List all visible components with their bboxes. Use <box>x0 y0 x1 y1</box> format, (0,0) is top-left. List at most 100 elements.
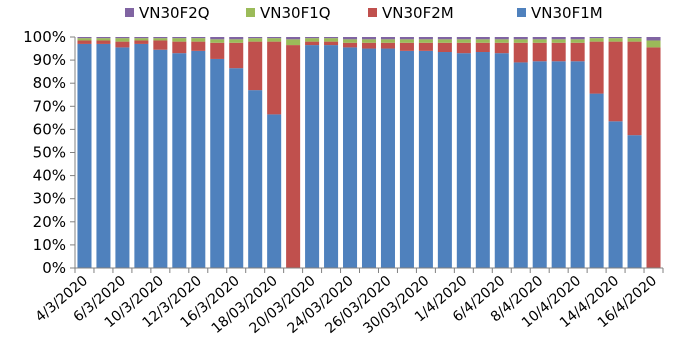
y-tick-label-60: 60% <box>33 120 66 138</box>
bar-vn30f2q-6-4-2020 <box>494 37 509 40</box>
bar-vn30f2m-6-4-2020 <box>494 42 509 54</box>
bar-stack-26-03-2020 <box>380 37 395 268</box>
legend-label-vn30f2q: VN30F2Q <box>139 4 210 22</box>
bar-vn30f2m-12-3-2020 <box>191 41 206 51</box>
bar-vn30f1m-1-4-2020 <box>456 53 471 268</box>
bar-vn30f1q-17-3-2020 <box>248 38 263 42</box>
bar-vn30f1q-27-03-2020 <box>399 39 414 43</box>
bar-vn30f2m-9-4-2020 <box>551 42 566 62</box>
bar-stack-18-03-2020 <box>267 37 282 268</box>
bar-vn30f1q-8-4-2020 <box>532 39 547 43</box>
bar-stack-17-3-2020 <box>248 37 263 268</box>
bar-vn30f1q-26-03-2020 <box>380 39 395 43</box>
bar-vn30f1m-27-03-2020 <box>399 50 414 268</box>
bar-stack-13-3-2020 <box>210 37 225 268</box>
bar-vn30f2m-23-03-2020 <box>324 41 339 46</box>
bar-vn30f2m-3-4-2020 <box>475 42 490 53</box>
bar-vn30f2q-19-03-2020 <box>286 37 301 40</box>
y-tick-label-50: 50% <box>33 144 66 162</box>
bar-vn30f2m-9-3-2020 <box>134 40 149 44</box>
bar-stack-31-03-2020 <box>437 37 452 268</box>
bar-vn30f2m-25-03-2020 <box>361 42 377 49</box>
bar-vn30f1m-14-4-2020 <box>608 121 623 268</box>
bar-vn30f2m-5-3-2020 <box>96 40 111 44</box>
bar-stack-7-4-2020 <box>513 37 528 268</box>
bar-vn30f2q-9-4-2020 <box>551 37 566 40</box>
bar-vn30f2q-27-03-2020 <box>399 37 414 40</box>
bar-vn30f2m-26-03-2020 <box>380 42 395 49</box>
bar-stack-16-3-2020 <box>229 37 244 268</box>
bar-vn30f1m-12-3-2020 <box>191 50 206 268</box>
bar-stack-20-03-2020 <box>305 37 320 269</box>
bar-vn30f1q-31-03-2020 <box>437 39 452 43</box>
bar-vn30f1q-30-03-2020 <box>418 39 433 43</box>
bar-vn30f1m-9-3-2020 <box>134 43 149 269</box>
bar-vn30f1q-16-3-2020 <box>229 39 244 43</box>
bar-vn30f2q-5-3-2020 <box>96 37 111 39</box>
bar-vn30f1q-16-4-2020 <box>646 40 661 48</box>
bar-vn30f2m-18-03-2020 <box>267 41 282 115</box>
legend-swatch-vn30f2q <box>125 8 134 17</box>
bar-vn30f1m-26-03-2020 <box>380 48 395 268</box>
bar-stack-14-4-2020 <box>608 37 623 268</box>
y-tick-label-0: 0% <box>42 259 66 277</box>
bar-vn30f2q-8-4-2020 <box>532 37 547 40</box>
bar-vn30f2q-16-4-2020 <box>646 37 661 41</box>
bar-stack-4-3-2020 <box>77 37 92 269</box>
bar-vn30f2q-13-3-2020 <box>210 37 225 40</box>
bar-vn30f1m-5-3-2020 <box>96 43 111 269</box>
bar-vn30f1q-5-3-2020 <box>96 38 111 41</box>
bar-vn30f2q-3-4-2020 <box>475 37 490 40</box>
bar-vn30f2m-4-3-2020 <box>77 40 92 44</box>
bar-vn30f1q-10-4-2020 <box>570 39 585 43</box>
bar-stack-6-3-2020 <box>115 37 130 268</box>
bar-vn30f2m-17-3-2020 <box>248 41 263 91</box>
bar-stack-5-3-2020 <box>96 37 111 269</box>
bar-vn30f2m-1-4-2020 <box>456 42 471 54</box>
bar-vn30f2q-26-03-2020 <box>380 37 395 40</box>
bar-vn30f2q-10-4-2020 <box>570 37 585 40</box>
bar-stack-3-4-2020 <box>475 37 490 268</box>
y-tick-label-30: 30% <box>33 190 66 208</box>
bar-vn30f1q-9-3-2020 <box>134 38 149 41</box>
bar-vn30f2m-30-03-2020 <box>418 42 433 51</box>
bar-vn30f1m-13-3-2020 <box>210 58 225 268</box>
bar-vn30f1m-30-03-2020 <box>418 50 433 268</box>
bar-vn30f1m-31-03-2020 <box>437 52 452 268</box>
bar-vn30f1m-9-4-2020 <box>551 61 566 268</box>
bar-vn30f1m-11-3-2020 <box>172 53 187 268</box>
legend-swatch-vn30f1q <box>246 8 255 17</box>
bar-vn30f1q-24-03-2020 <box>343 39 358 43</box>
bar-vn30f2m-6-3-2020 <box>115 41 130 48</box>
bar-vn30f2m-13-3-2020 <box>210 42 225 59</box>
bar-vn30f2m-13-4-2020 <box>589 41 604 94</box>
bar-vn30f1q-12-3-2020 <box>191 38 206 42</box>
bar-stack-6-4-2020 <box>494 37 509 268</box>
legend-swatch-vn30f1m <box>517 8 526 17</box>
bars <box>77 37 661 269</box>
bar-vn30f1q-15-4-2020 <box>627 38 642 42</box>
bar-stack-19-03-2020 <box>286 37 301 269</box>
bar-vn30f1m-6-3-2020 <box>115 47 130 268</box>
bar-vn30f2q-6-3-2020 <box>115 37 130 39</box>
bar-stack-24-03-2020 <box>343 37 358 268</box>
bar-vn30f2q-13-4-2020 <box>589 37 604 39</box>
bar-vn30f2m-10-4-2020 <box>570 42 585 62</box>
y-tick-label-40: 40% <box>33 167 66 185</box>
bar-vn30f1m-10-4-2020 <box>570 61 585 268</box>
bar-vn30f2q-25-03-2020 <box>361 37 377 40</box>
bar-vn30f2m-16-4-2020 <box>646 47 661 268</box>
legend-label-vn30f2m: VN30F2M <box>382 4 454 22</box>
bar-stack-16-4-2020 <box>646 37 661 268</box>
bar-stack-15-4-2020 <box>627 37 642 268</box>
bar-vn30f2m-11-3-2020 <box>172 41 187 54</box>
bar-vn30f1q-19-03-2020 <box>286 39 301 46</box>
bar-vn30f1q-25-03-2020 <box>361 39 377 43</box>
bar-stack-25-03-2020 <box>361 37 377 268</box>
bar-vn30f1m-16-3-2020 <box>229 68 244 268</box>
bar-vn30f1q-11-3-2020 <box>172 38 187 42</box>
bar-vn30f2m-10-3-2020 <box>153 40 168 50</box>
bar-vn30f1m-6-4-2020 <box>494 53 509 268</box>
bar-vn30f2m-31-03-2020 <box>437 42 452 53</box>
bar-vn30f1m-4-3-2020 <box>77 43 92 269</box>
